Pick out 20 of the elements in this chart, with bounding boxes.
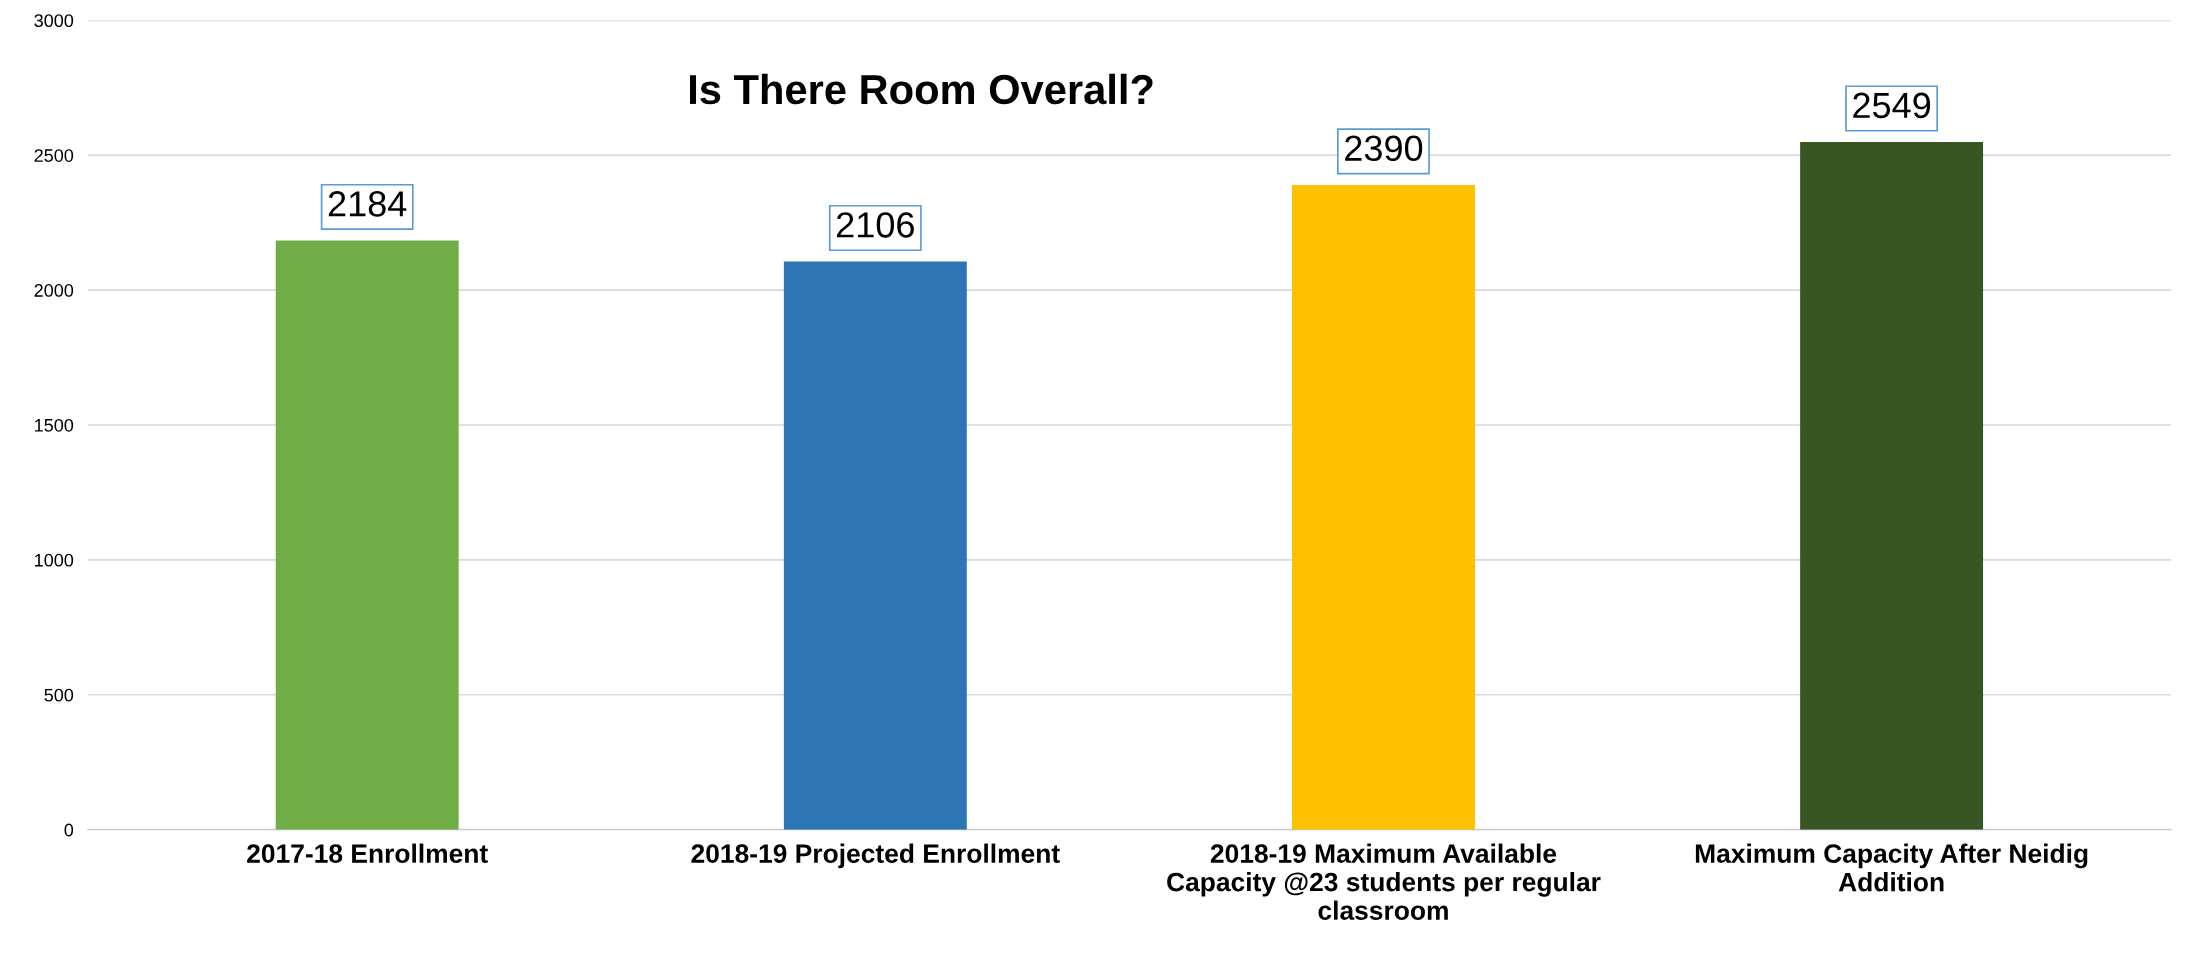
x-tick-label: 2018-19 Maximum Available Capacity @23 students per regular classroom <box>1167 843 1601 920</box>
bar <box>783 261 967 830</box>
y-tick-label: 1000 <box>35 553 74 567</box>
bar <box>1800 141 1984 830</box>
data-label: 2549 <box>1853 92 1931 119</box>
x-tick-label: 2017-18 Enrollment <box>247 843 488 863</box>
y-tick-label: 2000 <box>34 284 74 297</box>
y-tick-label: 1500 <box>35 418 74 432</box>
x-tick-label: 2018-19 Projected Enrollment <box>691 843 1060 869</box>
y-tick-label: 500 <box>44 688 74 702</box>
text: Is There Room Overall? <box>689 73 1153 105</box>
bar <box>1292 184 1475 830</box>
data-label: 2106 <box>836 212 914 238</box>
y-tick-label: 3000 <box>34 14 74 28</box>
x-tick-label: Maximum Capacity After Neidig Addition <box>1695 843 2088 892</box>
y-tick-label: 2500 <box>34 149 74 162</box>
y-tick-label: 0 <box>64 823 74 837</box>
data-label: 2184 <box>328 191 407 217</box>
data-label: 2390 <box>1345 135 1423 162</box>
bar <box>275 240 459 830</box>
